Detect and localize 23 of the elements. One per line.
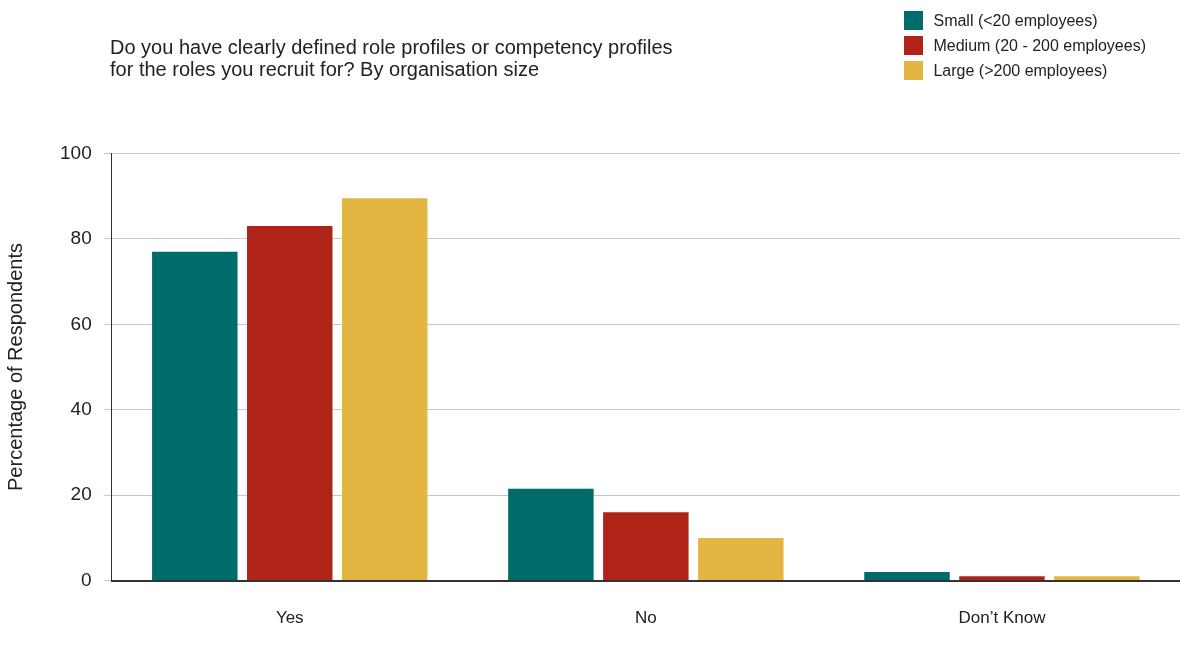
bar [247,226,333,581]
bar [959,576,1045,581]
chart-title: Do you have clearly defined role profiles or competency profiles for the roles you recruit for? By organisation size [110,36,673,80]
legend-label: Small (<20 employees) [933,11,1098,30]
bar [603,512,689,581]
bar [864,572,950,581]
x-tick-label: Yes [275,608,304,628]
x-tick-label: Don’t Know [958,608,1047,628]
bar [1054,576,1140,581]
bar [152,251,238,581]
bar [508,488,594,581]
y-tick-label: 100 [60,141,92,163]
legend-label: Large (>200 employees) [933,61,1108,80]
y-tick-label: 20 [70,483,92,505]
bar [698,537,784,581]
y-tick-label: 60 [70,312,92,334]
x-tick-label: No [634,608,657,628]
bar [341,198,428,581]
legend-label: Medium (20 - 200 employees) [933,36,1146,55]
y-axis-title: Percentage of Respondents [3,243,26,491]
y-tick-label: 40 [70,397,92,419]
y-tick-label: 0 [81,568,92,590]
y-tick-label: 80 [70,227,92,249]
